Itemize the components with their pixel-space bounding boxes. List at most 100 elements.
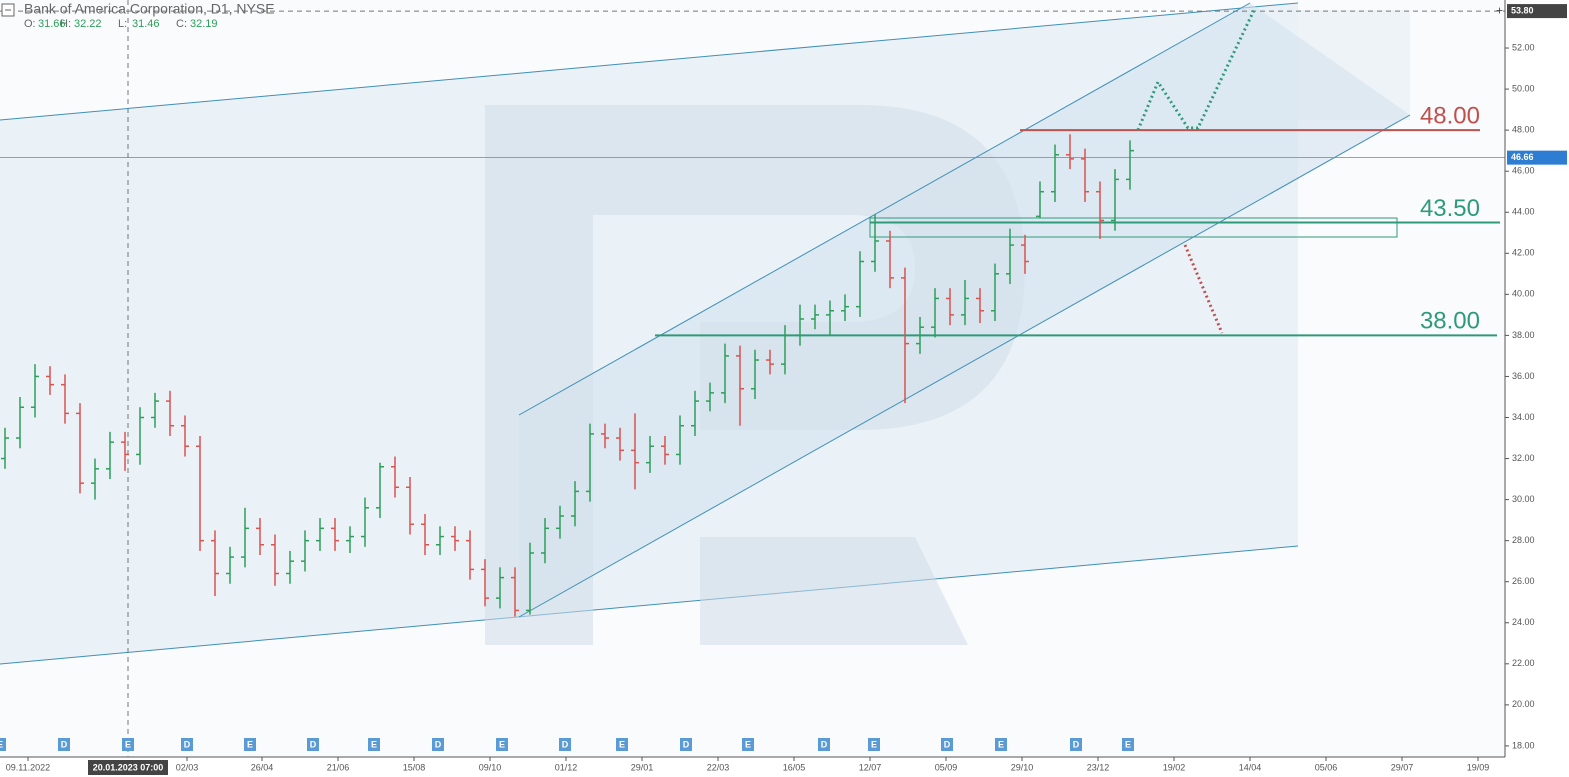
x-tick-label: 26/04 <box>251 762 274 772</box>
x-tick-label: 12/07 <box>859 762 882 772</box>
event-label: D <box>562 739 569 749</box>
y-tick-label: 42.00 <box>1512 248 1535 258</box>
x-tick-label: 19/09 <box>1467 762 1490 772</box>
channel-line <box>0 2 1299 121</box>
event-marker[interactable] <box>432 738 444 751</box>
y-tick-label: 24.00 <box>1512 617 1535 627</box>
event-label: E <box>247 739 253 749</box>
event-label: E <box>371 739 377 749</box>
support-zone <box>869 217 1398 238</box>
x-tick-label: 01/12 <box>555 762 578 772</box>
x-tick-label: 02/03 <box>176 762 199 772</box>
ohlc-value: 32.22 <box>74 18 102 30</box>
channel-line <box>518 114 1411 618</box>
event-marker[interactable] <box>742 738 754 751</box>
event-marker[interactable] <box>122 738 134 751</box>
event-label: E <box>619 739 625 749</box>
y-tick-label: 28.00 <box>1512 535 1535 545</box>
ohlc-value: 31.66 <box>38 18 66 30</box>
event-label: E <box>1125 739 1131 749</box>
event-marker[interactable] <box>181 738 193 751</box>
crosshair-price-tag <box>1507 4 1567 19</box>
channel-line <box>518 2 1251 416</box>
event-label: E <box>871 739 877 749</box>
ohlc-key: C: <box>176 18 187 30</box>
event-marker[interactable] <box>818 738 830 751</box>
event-marker[interactable] <box>559 738 571 751</box>
y-tick-label: 40.00 <box>1512 289 1535 299</box>
event-label: D <box>683 739 690 749</box>
event-label: E <box>0 739 3 749</box>
ohlc-key: L: <box>118 18 127 30</box>
event-marker[interactable] <box>616 738 628 751</box>
crosshair-date-tag <box>88 760 168 775</box>
event-marker[interactable] <box>941 738 953 751</box>
y-tick-label: 18.00 <box>1512 740 1535 750</box>
x-tick-label: 19/02 <box>1163 762 1186 772</box>
y-tick-label: 20.00 <box>1512 699 1535 709</box>
event-marker[interactable] <box>0 738 6 751</box>
ohlc-key: O: <box>24 18 36 30</box>
x-tick-label: 23/12 <box>1087 762 1110 772</box>
y-tick-label: 22.00 <box>1512 658 1535 668</box>
y-tick-label: 50.00 <box>1512 83 1535 93</box>
event-label: E <box>499 739 505 749</box>
x-tick-label: 22/03 <box>707 762 730 772</box>
event-marker[interactable] <box>58 738 70 751</box>
level-label: 43.50 <box>1420 195 1480 222</box>
event-marker[interactable] <box>368 738 380 751</box>
y-tick-label: 30.00 <box>1512 494 1535 504</box>
event-label: D <box>310 739 317 749</box>
y-tick-label: 26.00 <box>1512 576 1535 586</box>
level-label: 48.00 <box>1420 102 1480 129</box>
y-tick-label: 36.00 <box>1512 371 1535 381</box>
last-price-tag <box>1507 150 1567 165</box>
x-tick-label: 29/01 <box>631 762 654 772</box>
event-marker[interactable] <box>680 738 692 751</box>
x-tick-label: 16/05 <box>783 762 806 772</box>
x-tick-label: 29/10 <box>1011 762 1034 772</box>
x-tick-label: 09.11.2022 <box>6 762 50 772</box>
event-marker[interactable] <box>496 738 508 751</box>
scenario-up <box>1136 7 1257 131</box>
event-marker[interactable] <box>868 738 880 751</box>
y-tick-label: 34.00 <box>1512 412 1535 422</box>
event-label: D <box>184 739 191 749</box>
x-tick-label: 14/04 <box>1239 762 1262 772</box>
event-marker[interactable] <box>307 738 319 751</box>
event-marker[interactable] <box>244 738 256 751</box>
x-tick-label: 09/10 <box>479 762 502 772</box>
x-tick-label: 29/07 <box>1391 762 1414 772</box>
event-label: E <box>745 739 751 749</box>
chart-title: Bank of America Corporation, D1, NYSE <box>24 1 275 17</box>
x-tick-label: 21/06 <box>327 762 350 772</box>
level-label: 38.00 <box>1420 308 1480 335</box>
event-label: D <box>435 739 442 749</box>
ohlc-key: H: <box>60 18 71 30</box>
event-label: D <box>1073 739 1080 749</box>
ohlc-value: 32.19 <box>190 18 218 30</box>
y-tick-label: 52.00 <box>1512 42 1535 52</box>
y-tick-label: 44.00 <box>1512 207 1535 217</box>
event-marker[interactable] <box>1122 738 1134 751</box>
channel-line <box>0 545 1299 665</box>
event-label: D <box>821 739 828 749</box>
y-tick-label: 46.00 <box>1512 166 1535 176</box>
crosshair-date: 20.01.2023 07:00 <box>93 762 164 772</box>
ohlc-value: 31.46 <box>132 18 160 30</box>
scenario-down <box>1183 244 1224 334</box>
x-tick-label: 15/08 <box>403 762 426 772</box>
x-tick-label: 05/06 <box>1315 762 1338 772</box>
event-label: D <box>944 739 951 749</box>
last-price-label: 46.66 <box>1511 152 1534 162</box>
event-marker[interactable] <box>995 738 1007 751</box>
y-tick-label: 32.00 <box>1512 453 1535 463</box>
event-label: D <box>61 739 68 749</box>
crosshair-price-label: 53.80 <box>1511 5 1534 15</box>
event-marker[interactable] <box>1070 738 1082 751</box>
event-label: E <box>998 739 1004 749</box>
y-tick-label: 38.00 <box>1512 330 1535 340</box>
event-label: E <box>125 739 131 749</box>
